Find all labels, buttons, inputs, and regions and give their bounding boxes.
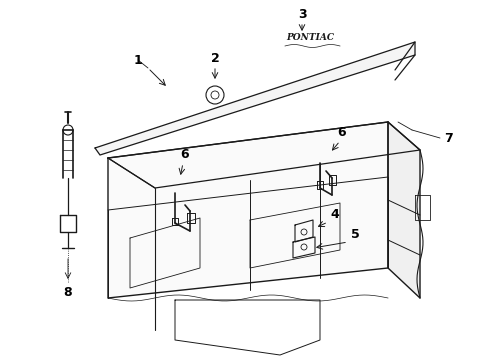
Text: PONTIAC: PONTIAC <box>286 33 334 42</box>
Text: 5: 5 <box>351 229 359 242</box>
Text: 4: 4 <box>331 208 340 221</box>
Polygon shape <box>95 42 415 155</box>
Text: 3: 3 <box>298 8 306 21</box>
Text: 7: 7 <box>443 131 452 144</box>
Polygon shape <box>108 122 388 298</box>
Text: 6: 6 <box>338 126 346 139</box>
Text: 8: 8 <box>64 285 73 298</box>
Circle shape <box>63 125 73 135</box>
Polygon shape <box>388 122 420 298</box>
Text: 1: 1 <box>134 54 143 67</box>
Text: 2: 2 <box>211 51 220 64</box>
Circle shape <box>206 86 224 104</box>
Text: 6: 6 <box>181 148 189 162</box>
